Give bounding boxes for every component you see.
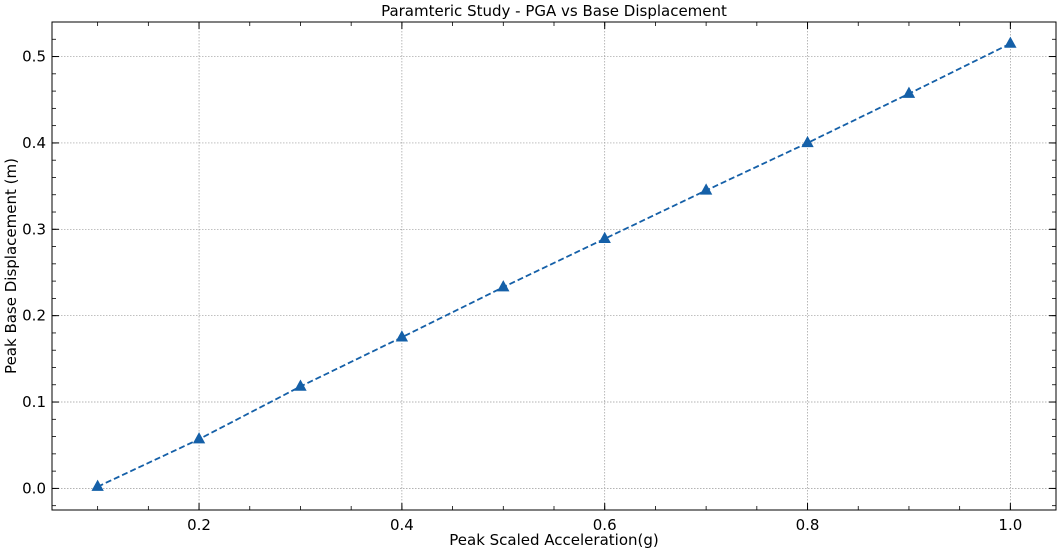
data-point <box>395 330 409 342</box>
y-axis-title: Peak Base Displacement (m) <box>2 158 20 374</box>
x-tick-label: 0.2 <box>187 516 211 534</box>
tick-labels: 0.2 0.4 0.6 0.8 1.0 0.0 0.1 0.2 0.3 0.4 0.5 <box>22 48 1022 534</box>
x-tick-label: 0.6 <box>593 516 617 534</box>
y-tick-label: 0.0 <box>22 479 46 497</box>
data-point <box>801 135 814 148</box>
ticks <box>52 21 1056 510</box>
data-point <box>294 379 307 391</box>
y-tick-label: 0.2 <box>22 307 46 325</box>
data-point <box>598 231 611 243</box>
x-axis-title: Peak Scaled Acceleration(g) <box>449 531 658 549</box>
x-tick-label: 0.8 <box>796 516 820 534</box>
data-point <box>902 86 916 98</box>
y-tick-label: 0.1 <box>22 393 46 411</box>
data-point <box>1004 36 1017 48</box>
y-tick-label: 0.5 <box>22 48 46 66</box>
grid <box>52 22 1056 510</box>
data-point <box>91 479 104 491</box>
series-layer <box>91 36 1017 491</box>
data-point <box>497 280 510 292</box>
y-tick-label: 0.3 <box>22 220 46 238</box>
x-tick-label: 0.4 <box>390 516 414 534</box>
x-tick-label: 1.0 <box>998 516 1022 534</box>
series-line <box>97 42 1011 488</box>
y-tick-label: 0.4 <box>22 134 46 152</box>
chart-title: Paramteric Study - PGA vs Base Displacem… <box>381 2 727 20</box>
data-point <box>699 183 713 195</box>
data-point <box>192 432 206 444</box>
